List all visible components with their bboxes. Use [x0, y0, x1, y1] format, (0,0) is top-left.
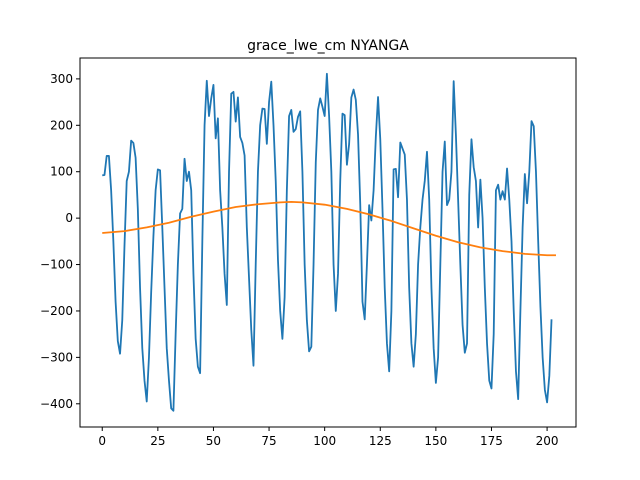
x-tick-label: 200 [536, 434, 559, 448]
x-tick-label: 175 [480, 434, 503, 448]
y-tick-label: 100 [50, 165, 73, 179]
x-tick-label: 75 [261, 434, 276, 448]
y-tick-label: −200 [40, 304, 73, 318]
y-tick-label: −100 [40, 258, 73, 272]
x-tick-label: 100 [313, 434, 336, 448]
y-tick-label: 0 [65, 211, 73, 225]
y-tick-label: −400 [40, 397, 73, 411]
y-tick-label: 300 [50, 72, 73, 86]
y-axis-ticks: −400 −300 −200 −100 0 100 200 300 [40, 72, 80, 411]
plot-area-frame [79, 57, 577, 428]
y-tick-label: 200 [50, 118, 73, 132]
x-tick-label: 125 [369, 434, 392, 448]
series-line-2 [102, 200, 556, 257]
x-axis-ticks: 0 25 50 75 100 125 150 175 200 [98, 427, 559, 448]
x-tick-label: 50 [206, 434, 221, 448]
series-line-1 [102, 72, 553, 412]
x-tick-label: 0 [98, 434, 106, 448]
y-tick-label: −300 [40, 350, 73, 364]
series-layer [102, 72, 556, 412]
x-tick-label: 150 [424, 434, 447, 448]
x-tick-label: 25 [150, 434, 165, 448]
chart-title: grace_lwe_cm NYANGA [247, 38, 409, 54]
